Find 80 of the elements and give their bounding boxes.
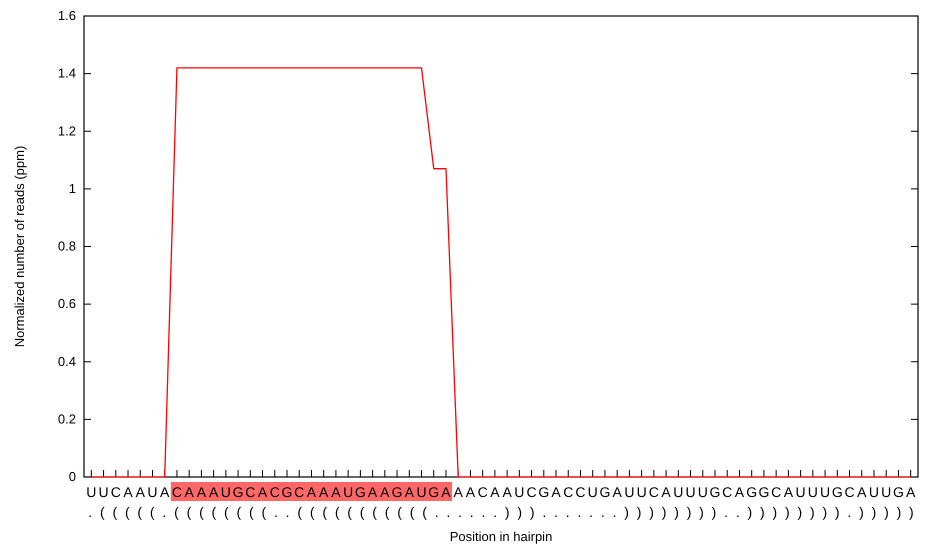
x-tick-label: A [404,484,415,500]
x-tick-label: A [368,484,378,500]
x-tick-label: C [844,484,855,500]
y-tick-label: 0.2 [58,411,76,426]
x-tick-label: A [734,484,745,500]
x-tick-label: A [502,484,512,500]
x-tick-label: A [258,484,268,500]
x-tick-label: U [624,484,634,500]
x-tick-label: G [354,484,366,500]
x-tick-label: C [563,484,574,500]
x-axis-title: Position in hairpin [450,529,552,544]
x-tick-label: A [784,484,794,500]
x-tick-label: C [172,484,182,500]
x-tick-label: A [857,484,868,500]
x-tick-label: G [428,484,440,500]
x-tick-label: U [343,484,354,500]
x-tick-label: A [906,484,916,500]
x-tick-label: A [661,484,672,500]
x-tick-label: C [478,484,488,500]
x-tick-label: G [832,484,843,500]
x-tick-label: U [796,484,806,500]
x-tick-label: A [160,484,170,500]
x-tick-label: U [820,484,830,500]
x-tick-label: G [538,484,550,500]
text: .(((((.((((((((..(((((((((((......))).......))))))))..)))))))).))))) [88,504,914,520]
x-tick-label: U [147,484,158,500]
x-tick-label: U [86,484,96,500]
x-tick-label: G [710,484,720,500]
y-tick-label: 0.8 [58,238,76,254]
x-tick-label: A [454,484,464,500]
x-tick-label: A [136,484,146,500]
x-tick-label: A [306,484,317,500]
x-tick-label: C [245,484,256,500]
y-tick-label: 0 [68,469,76,484]
x-tick-label: A [184,484,194,500]
x-tick-label: U [868,484,880,500]
x-tick-label: A [123,484,134,500]
x-tick-label: U [220,484,231,500]
x-tick-label: A [208,484,219,500]
y-tick-label: 1.6 [58,8,76,23]
x-tick-label: C [294,484,304,500]
x-tick-label: G [232,484,244,500]
y-tick-label: 1.4 [58,66,76,81]
x-tick-label: A [380,484,390,500]
x-tick-label: A [612,484,622,500]
y-tick-label: 0.4 [58,354,76,369]
x-tick-label: A [196,484,207,500]
x-tick-label: U [636,484,647,500]
x-tick-label: G [892,484,904,500]
x-tick-label: G [600,484,610,500]
x-tick-label: U [685,484,696,500]
x-tick-label: A [319,484,330,500]
x-tick-label: U [673,484,684,500]
y-tick-label: 1.2 [58,123,76,138]
x-tick-label: C [270,484,280,500]
x-tick-label: C [575,484,586,500]
x-tick-label: C [526,484,537,500]
x-tick-label: U [98,484,109,500]
x-tick-label: A [490,484,500,500]
x-tick-label: G [392,484,402,500]
x-tick-label: C [771,484,782,500]
x-tick-label: U [416,484,427,500]
x-tick-label: C [648,484,659,500]
x-tick-label: G [746,484,758,500]
y-axis-title: Normalized number of reads (ppm) [12,146,27,348]
x-tick-label: U [588,484,598,500]
x-tick-label: G [758,484,770,500]
x-tick-label: C [722,484,732,500]
x-tick-label: U [808,484,818,500]
y-tick-label: 1 [68,180,76,196]
x-tick-label: U [698,484,708,500]
x-tick-label: A [441,484,452,500]
x-tick-label: A [551,484,562,500]
x-tick-label: U [514,484,524,500]
x-tick-label: A [331,484,342,500]
x-tick-label: C [110,484,121,500]
y-tick-label: 0.6 [58,296,76,312]
x-tick-label: A [466,484,476,500]
x-tick-label: G [282,484,292,500]
x-tick-label: U [881,484,892,500]
